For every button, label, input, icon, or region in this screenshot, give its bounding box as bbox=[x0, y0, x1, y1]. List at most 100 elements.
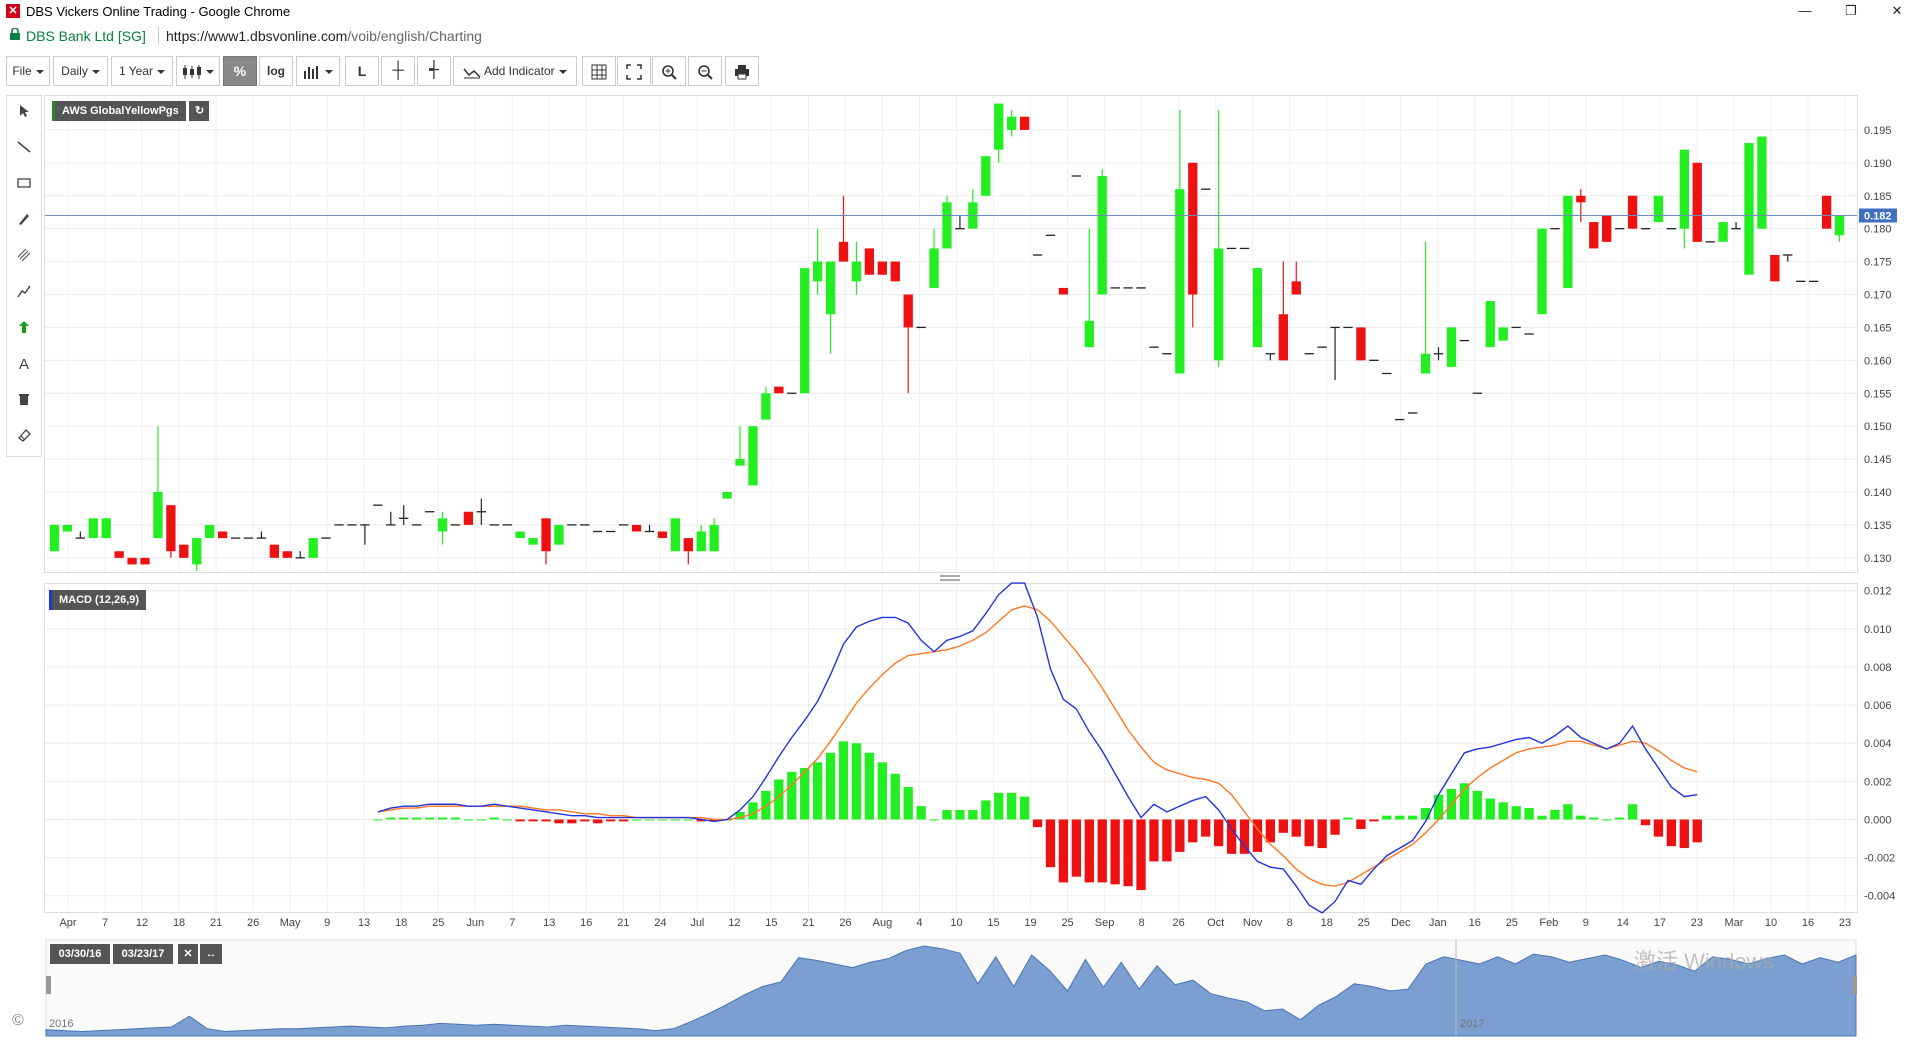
x-tick-label: 10 bbox=[950, 917, 962, 929]
macd-histogram-bar bbox=[450, 817, 461, 820]
trash-tool[interactable] bbox=[9, 386, 39, 416]
candle bbox=[515, 531, 525, 539]
candle bbox=[735, 426, 745, 466]
candle-body bbox=[877, 261, 887, 275]
crosshair-button[interactable]: ┼ bbox=[381, 56, 415, 86]
interval-dropdown[interactable]: Daily bbox=[53, 56, 108, 86]
macd-histogram-bar bbox=[1317, 819, 1327, 849]
panel-resize-handle[interactable] bbox=[940, 575, 960, 581]
log-scale-button[interactable]: log bbox=[259, 56, 293, 86]
candle bbox=[877, 261, 887, 275]
macd-histogram-bar bbox=[1252, 819, 1263, 852]
url-text[interactable]: https://www1.dbsvonline.com/voib/english… bbox=[166, 28, 482, 44]
rectangle-tool[interactable] bbox=[9, 170, 39, 200]
macd-histogram-bar bbox=[670, 819, 681, 821]
copyright-icon: © bbox=[12, 1012, 24, 1029]
candle-body bbox=[528, 538, 538, 545]
x-tick-label: 25 bbox=[1506, 917, 1518, 929]
pen-tool[interactable] bbox=[9, 206, 39, 236]
x-tick-label: Nov bbox=[1243, 917, 1263, 929]
candle-body bbox=[748, 426, 758, 486]
candle-body bbox=[722, 492, 732, 499]
navigator-handle-right[interactable] bbox=[1852, 976, 1857, 994]
candle bbox=[1213, 110, 1224, 367]
chart-type-dropdown[interactable] bbox=[176, 56, 220, 86]
navigator-start-date[interactable]: 03/30/16 bbox=[50, 944, 110, 964]
candle-body bbox=[1175, 189, 1185, 374]
candle-body bbox=[735, 459, 745, 466]
candle bbox=[670, 518, 681, 552]
parallel-lines-tool[interactable] bbox=[9, 242, 39, 272]
candle bbox=[1058, 287, 1069, 295]
x-tick-label: 21 bbox=[802, 917, 814, 929]
macd-histogram-bar bbox=[968, 809, 978, 820]
percent-button[interactable]: % bbox=[223, 56, 257, 86]
candle-body bbox=[179, 544, 189, 558]
candle bbox=[88, 518, 98, 539]
x-tick-label: 4 bbox=[916, 917, 922, 929]
macd-legend[interactable]: MACD (12,26,9) bbox=[49, 590, 147, 610]
candle bbox=[308, 538, 318, 558]
x-tick-label: 16 bbox=[1469, 917, 1481, 929]
x-tick-label: 13 bbox=[543, 917, 555, 929]
range-dropdown[interactable]: 1 Year bbox=[111, 56, 173, 86]
macd-histogram-bar bbox=[528, 819, 538, 822]
eraser-tool[interactable] bbox=[9, 422, 39, 452]
restore-button[interactable]: ❐ bbox=[1845, 3, 1857, 18]
zoom-out-button[interactable] bbox=[688, 56, 722, 86]
navigator-end-date[interactable]: 03/23/17 bbox=[113, 944, 173, 964]
x-tick-label: 25 bbox=[432, 917, 444, 929]
macd-panel-frame bbox=[44, 583, 1858, 913]
grid-button[interactable] bbox=[582, 56, 616, 86]
line-icon bbox=[17, 141, 31, 153]
trend-icon bbox=[17, 285, 31, 298]
add-indicator-dropdown[interactable]: Add Indicator bbox=[453, 56, 577, 86]
crosshair-snap-button[interactable]: ┽ bbox=[417, 56, 451, 86]
candle bbox=[1563, 195, 1573, 288]
candle-body bbox=[269, 544, 280, 558]
macd-tick-label: 0.008 bbox=[1864, 662, 1892, 674]
navigator-area bbox=[45, 945, 1857, 1037]
candle bbox=[864, 248, 875, 275]
candle bbox=[1188, 162, 1198, 328]
zoom-in-button[interactable] bbox=[652, 56, 686, 86]
volume-dropdown[interactable] bbox=[296, 56, 340, 86]
minimize-button[interactable]: — bbox=[1798, 3, 1812, 18]
print-button[interactable] bbox=[725, 56, 759, 86]
site-identity[interactable]: DBS Bank Ltd [SG] bbox=[26, 28, 146, 44]
line-tool[interactable] bbox=[9, 134, 39, 164]
navigator-expand-button[interactable]: ↔ bbox=[200, 944, 222, 964]
symbol-legend[interactable]: AWS GlobalYellowPgs bbox=[52, 101, 186, 121]
candle bbox=[1084, 228, 1094, 348]
close-button[interactable]: ✕ bbox=[1891, 3, 1903, 18]
refresh-button[interactable]: ↻ bbox=[189, 101, 209, 121]
macd-histogram-bar bbox=[1589, 817, 1599, 820]
chevron-down-icon bbox=[35, 69, 44, 74]
navigator-close-button[interactable]: ✕ bbox=[178, 944, 198, 964]
candle bbox=[1278, 261, 1288, 361]
fullscreen-button[interactable] bbox=[617, 56, 651, 86]
printer-icon bbox=[735, 64, 749, 80]
text-tool[interactable]: A bbox=[9, 350, 39, 380]
candle-body bbox=[838, 241, 849, 262]
price-tick-label: 0.140 bbox=[1864, 487, 1892, 499]
candle bbox=[929, 228, 939, 288]
candle bbox=[800, 268, 810, 394]
arrow-tool[interactable] bbox=[9, 314, 39, 344]
x-tick-label: Oct bbox=[1207, 917, 1224, 929]
pointer-tool[interactable] bbox=[9, 98, 39, 128]
candle bbox=[1019, 116, 1030, 130]
candle-body bbox=[1252, 268, 1263, 348]
crosshair-icon: ┼ bbox=[392, 62, 404, 79]
navigator-handle-left[interactable] bbox=[46, 976, 51, 994]
candle bbox=[1718, 222, 1728, 242]
candle bbox=[205, 524, 215, 539]
candle-body bbox=[631, 524, 642, 532]
candle-body bbox=[1744, 143, 1754, 275]
macd-histogram-bar bbox=[502, 819, 512, 821]
trend-tool[interactable] bbox=[9, 278, 39, 308]
line-style-button[interactable]: L bbox=[345, 56, 379, 86]
file-menu-button[interactable]: File bbox=[6, 56, 50, 86]
macd-histogram-bar bbox=[1511, 806, 1521, 820]
